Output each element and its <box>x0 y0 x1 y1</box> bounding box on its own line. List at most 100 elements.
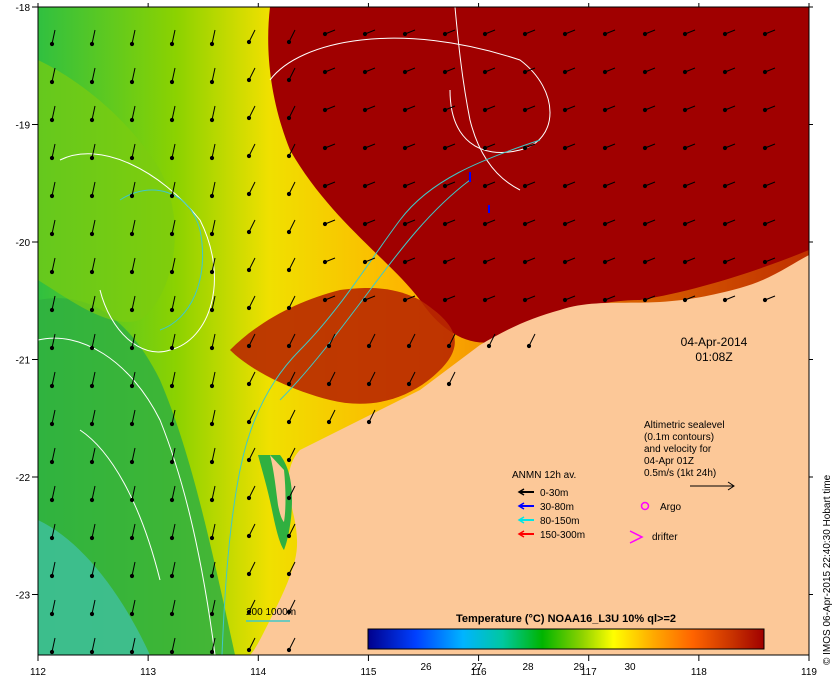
time-label: 01:08Z <box>695 350 732 364</box>
velocity-arrow-head <box>170 42 173 45</box>
velocity-arrow-head <box>50 42 53 45</box>
velocity-arrow-head <box>603 32 606 35</box>
anmn-legend-label: 0-30m <box>540 488 568 499</box>
velocity-arrow-head <box>603 184 606 187</box>
velocity-arrow-head <box>210 384 213 387</box>
velocity-arrow-head <box>170 498 173 501</box>
velocity-arrow-head <box>247 458 250 461</box>
velocity-arrow-head <box>523 32 526 35</box>
velocity-arrow-head <box>247 534 250 537</box>
sst-map: 112 113 114 115 116 117 118 119 -18-19-20-21-22… <box>0 0 840 680</box>
velocity-arrow-head <box>763 222 766 225</box>
velocity-arrow-head <box>367 382 370 385</box>
velocity-arrow-head <box>90 612 93 615</box>
altimetric-line3: and velocity for <box>644 444 712 455</box>
x-tick-label: 114 <box>250 667 266 678</box>
altimetric-line4: 04-Apr 01Z <box>644 456 694 467</box>
velocity-arrow-head <box>170 460 173 463</box>
velocity-arrow-head <box>210 650 213 653</box>
velocity-arrow-head <box>527 344 530 347</box>
velocity-arrow-head <box>443 184 446 187</box>
velocity-arrow-head <box>407 382 410 385</box>
velocity-arrow-head <box>90 156 93 159</box>
velocity-arrow-head <box>723 184 726 187</box>
date-label: 04-Apr-2014 <box>681 335 748 349</box>
velocity-arrow-head <box>90 270 93 273</box>
velocity-arrow-head <box>130 270 133 273</box>
y-tick-label: -20 <box>16 238 31 249</box>
anmn-legend-label: 150-300m <box>540 530 585 541</box>
velocity-arrow-head <box>443 32 446 35</box>
velocity-arrow-head <box>763 260 766 263</box>
velocity-arrow-head <box>210 156 213 159</box>
velocity-arrow-head <box>50 384 53 387</box>
velocity-arrow-head <box>287 648 290 651</box>
velocity-arrow-head <box>50 650 53 653</box>
velocity-arrow-head <box>483 184 486 187</box>
velocity-arrow-head <box>483 32 486 35</box>
velocity-arrow-head <box>563 260 566 263</box>
colorbar-tick-label: 27 <box>471 662 483 673</box>
velocity-arrow-head <box>130 612 133 615</box>
velocity-arrow-head <box>50 460 53 463</box>
velocity-arrow-head <box>443 298 446 301</box>
velocity-arrow-head <box>447 382 450 385</box>
velocity-arrow-head <box>170 308 173 311</box>
y-tick-label: -19 <box>16 121 31 132</box>
velocity-arrow-head <box>210 42 213 45</box>
velocity-arrow-head <box>563 32 566 35</box>
velocity-arrow-head <box>130 346 133 349</box>
velocity-arrow-head <box>287 40 290 43</box>
velocity-arrow-head <box>90 308 93 311</box>
velocity-arrow-head <box>367 420 370 423</box>
velocity-arrow-head <box>523 146 526 149</box>
velocity-arrow-head <box>603 260 606 263</box>
credit-text: © IMOS 06-Apr-2015 22:40:30 Hobart time <box>822 474 833 665</box>
velocity-arrow-head <box>323 222 326 225</box>
y-tick-label: -23 <box>16 591 31 602</box>
velocity-arrow-head <box>170 384 173 387</box>
velocity-arrow-head <box>50 308 53 311</box>
velocity-arrow-head <box>287 420 290 423</box>
velocity-arrow-head <box>287 534 290 537</box>
velocity-arrow-head <box>723 108 726 111</box>
velocity-arrow-head <box>523 184 526 187</box>
drifter-label: drifter <box>652 532 678 543</box>
colorbar-tick-label: 28 <box>522 662 534 673</box>
velocity-arrow-head <box>247 420 250 423</box>
velocity-arrow-head <box>287 230 290 233</box>
velocity-arrow-head <box>483 70 486 73</box>
velocity-arrow-head <box>443 222 446 225</box>
velocity-arrow-head <box>363 32 366 35</box>
velocity-arrow-head <box>367 344 370 347</box>
argo-label: Argo <box>660 502 682 513</box>
velocity-arrow-head <box>287 268 290 271</box>
velocity-arrow-head <box>247 230 250 233</box>
velocity-arrow-head <box>50 536 53 539</box>
velocity-arrow-head <box>563 108 566 111</box>
velocity-arrow-head <box>210 80 213 83</box>
velocity-arrow-head <box>603 70 606 73</box>
isobath-label: 200 1000m <box>246 607 296 618</box>
velocity-arrow-head <box>130 650 133 653</box>
velocity-arrow-head <box>90 650 93 653</box>
velocity-arrow-head <box>323 260 326 263</box>
colorbar-title: Temperature (°C) NOAA16_L3U 10% ql>=2 <box>456 613 676 625</box>
velocity-arrow-head <box>247 192 250 195</box>
velocity-arrow-head <box>403 298 406 301</box>
velocity-arrow-head <box>523 298 526 301</box>
colorbar-tick-label: 26 <box>420 662 432 673</box>
velocity-arrow-head <box>170 574 173 577</box>
y-tick-label: -21 <box>16 356 31 367</box>
velocity-arrow-head <box>683 32 686 35</box>
anmn-legend-label: 30-80m <box>540 502 574 513</box>
anmn-legend-label: 80-150m <box>540 516 579 527</box>
velocity-arrow-head <box>403 260 406 263</box>
velocity-arrow-head <box>643 146 646 149</box>
velocity-arrow-head <box>643 70 646 73</box>
velocity-arrow-head <box>443 146 446 149</box>
velocity-arrow-head <box>210 460 213 463</box>
x-tick-label: 113 <box>140 667 156 678</box>
velocity-arrow-head <box>247 40 250 43</box>
velocity-arrow-head <box>403 32 406 35</box>
